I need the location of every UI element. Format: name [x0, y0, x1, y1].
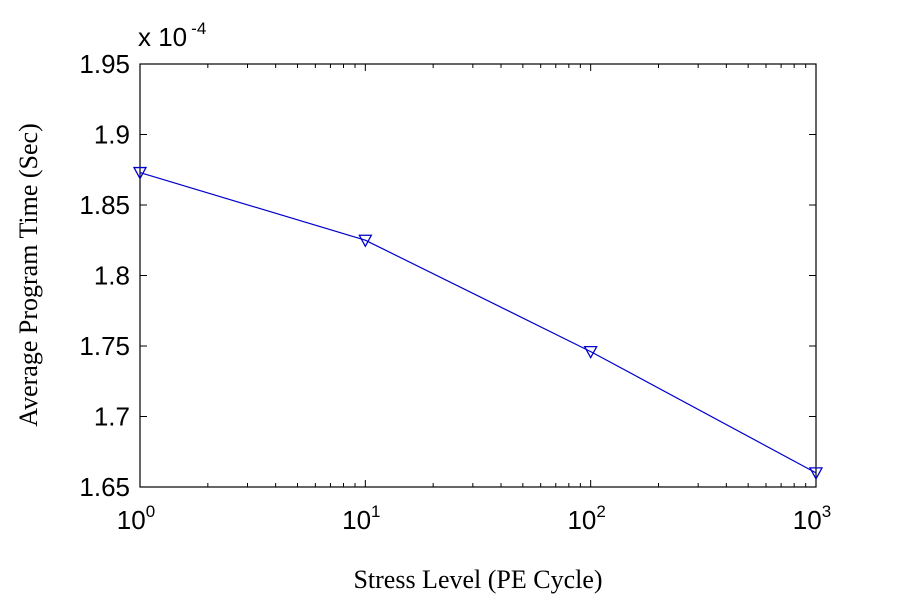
x-axis-ticks: 100 101 102 103: [117, 64, 831, 535]
data-point-marker: [583, 345, 598, 359]
y-tick-label: 1.8: [94, 261, 130, 291]
x-tick-exponent: 3: [822, 502, 831, 521]
y-multiplier-base: x 10: [138, 22, 187, 52]
y-axis-title: Average Program Time (Sec): [14, 123, 43, 427]
y-tick-label: 1.7: [94, 402, 130, 432]
x-tick-base: 10: [567, 505, 596, 535]
x-tick-exponent: 0: [146, 502, 155, 521]
y-axis-ticks: 1.65 1.7 1.75 1.8 1.85 1.9 1.95: [79, 49, 816, 502]
x-axis-title: Stress Level (PE Cycle): [353, 565, 602, 594]
data-point-marker: [132, 166, 148, 180]
x-tick-exponent: 1: [371, 502, 380, 521]
x-tick-base: 10: [793, 505, 822, 535]
series-line: [139, 172, 817, 474]
data-point-marker: [808, 467, 824, 481]
x-tick-base: 10: [117, 505, 146, 535]
y-axis-multiplier: x 10 -4: [138, 19, 206, 52]
x-tick-label: 103: [793, 502, 831, 535]
x-tick-base: 10: [342, 505, 371, 535]
plot-area-frame: [139, 63, 817, 488]
x-tick-label: 101: [342, 502, 380, 535]
y-tick-label: 1.9: [94, 120, 130, 150]
y-tick-label: 1.75: [79, 331, 130, 361]
x-tick-label: 102: [567, 502, 605, 535]
x-tick-label: 100: [117, 502, 155, 535]
y-tick-label: 1.95: [79, 49, 130, 79]
series-layer: [132, 166, 824, 481]
data-point-marker: [358, 234, 373, 248]
y-tick-label: 1.85: [79, 190, 130, 220]
y-tick-label: 1.65: [79, 472, 130, 502]
x-tick-exponent: 2: [596, 502, 605, 521]
y-multiplier-exponent: -4: [191, 19, 206, 38]
